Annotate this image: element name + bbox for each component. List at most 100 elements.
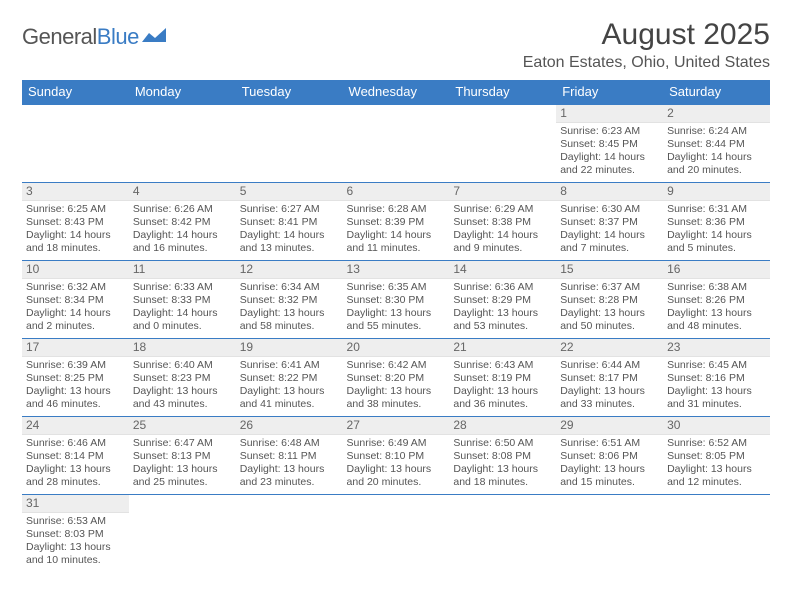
- month-title: August 2025: [523, 18, 770, 52]
- daylight-text: Daylight: 14 hours: [26, 229, 125, 242]
- day-cell: 26Sunrise: 6:48 AMSunset: 8:11 PMDayligh…: [236, 416, 343, 494]
- sunrise-text: Sunrise: 6:41 AM: [240, 359, 339, 372]
- calendar-body: 1Sunrise: 6:23 AMSunset: 8:45 PMDaylight…: [22, 104, 770, 572]
- day-number: 29: [556, 417, 663, 435]
- daylight-text: and 50 minutes.: [560, 320, 659, 333]
- sunrise-text: Sunrise: 6:28 AM: [347, 203, 446, 216]
- daylight-text: Daylight: 13 hours: [560, 463, 659, 476]
- sunrise-text: Sunrise: 6:38 AM: [667, 281, 766, 294]
- sunrise-text: Sunrise: 6:35 AM: [347, 281, 446, 294]
- daylight-text: Daylight: 13 hours: [453, 463, 552, 476]
- daylight-text: Daylight: 13 hours: [240, 307, 339, 320]
- day-number: 12: [236, 261, 343, 279]
- week-row: 24Sunrise: 6:46 AMSunset: 8:14 PMDayligh…: [22, 416, 770, 494]
- sunset-text: Sunset: 8:30 PM: [347, 294, 446, 307]
- sunrise-text: Sunrise: 6:24 AM: [667, 125, 766, 138]
- daylight-text: Daylight: 13 hours: [347, 463, 446, 476]
- daylight-text: and 0 minutes.: [133, 320, 232, 333]
- daylight-text: and 18 minutes.: [453, 476, 552, 489]
- day-number: 9: [663, 183, 770, 201]
- day-cell: 11Sunrise: 6:33 AMSunset: 8:33 PMDayligh…: [129, 260, 236, 338]
- sunset-text: Sunset: 8:45 PM: [560, 138, 659, 151]
- daylight-text: and 2 minutes.: [26, 320, 125, 333]
- sunrise-text: Sunrise: 6:50 AM: [453, 437, 552, 450]
- daylight-text: Daylight: 13 hours: [240, 463, 339, 476]
- day-cell: 12Sunrise: 6:34 AMSunset: 8:32 PMDayligh…: [236, 260, 343, 338]
- day-content: Sunrise: 6:32 AMSunset: 8:34 PMDaylight:…: [22, 279, 129, 338]
- day-content: Sunrise: 6:23 AMSunset: 8:45 PMDaylight:…: [556, 123, 663, 182]
- sunset-text: Sunset: 8:25 PM: [26, 372, 125, 385]
- day-cell: 27Sunrise: 6:49 AMSunset: 8:10 PMDayligh…: [343, 416, 450, 494]
- day-content: Sunrise: 6:39 AMSunset: 8:25 PMDaylight:…: [22, 357, 129, 416]
- daylight-text: Daylight: 13 hours: [347, 307, 446, 320]
- sunset-text: Sunset: 8:36 PM: [667, 216, 766, 229]
- sunset-text: Sunset: 8:38 PM: [453, 216, 552, 229]
- sunrise-text: Sunrise: 6:44 AM: [560, 359, 659, 372]
- day-number: 18: [129, 339, 236, 357]
- daylight-text: and 23 minutes.: [240, 476, 339, 489]
- week-row: 10Sunrise: 6:32 AMSunset: 8:34 PMDayligh…: [22, 260, 770, 338]
- daylight-text: and 53 minutes.: [453, 320, 552, 333]
- calendar-header: Sunday Monday Tuesday Wednesday Thursday…: [22, 80, 770, 104]
- title-block: August 2025 Eaton Estates, Ohio, United …: [523, 18, 770, 72]
- day-cell: 10Sunrise: 6:32 AMSunset: 8:34 PMDayligh…: [22, 260, 129, 338]
- daylight-text: Daylight: 13 hours: [26, 541, 125, 554]
- daylight-text: Daylight: 14 hours: [347, 229, 446, 242]
- day-content: Sunrise: 6:51 AMSunset: 8:06 PMDaylight:…: [556, 435, 663, 494]
- daylight-text: Daylight: 13 hours: [667, 385, 766, 398]
- day-cell: 1Sunrise: 6:23 AMSunset: 8:45 PMDaylight…: [556, 104, 663, 182]
- daylight-text: and 36 minutes.: [453, 398, 552, 411]
- week-row: 1Sunrise: 6:23 AMSunset: 8:45 PMDaylight…: [22, 104, 770, 182]
- daylight-text: Daylight: 13 hours: [240, 385, 339, 398]
- daylight-text: Daylight: 14 hours: [453, 229, 552, 242]
- sunset-text: Sunset: 8:16 PM: [667, 372, 766, 385]
- sunset-text: Sunset: 8:20 PM: [347, 372, 446, 385]
- daylight-text: and 41 minutes.: [240, 398, 339, 411]
- sunrise-text: Sunrise: 6:43 AM: [453, 359, 552, 372]
- day-content: Sunrise: 6:36 AMSunset: 8:29 PMDaylight:…: [449, 279, 556, 338]
- sunrise-text: Sunrise: 6:52 AM: [667, 437, 766, 450]
- sunset-text: Sunset: 8:11 PM: [240, 450, 339, 463]
- sunrise-text: Sunrise: 6:48 AM: [240, 437, 339, 450]
- sunrise-text: Sunrise: 6:29 AM: [453, 203, 552, 216]
- sunset-text: Sunset: 8:43 PM: [26, 216, 125, 229]
- day-number: 17: [22, 339, 129, 357]
- day-number: 4: [129, 183, 236, 201]
- day-number: 1: [556, 105, 663, 123]
- sunset-text: Sunset: 8:10 PM: [347, 450, 446, 463]
- day-content: Sunrise: 6:50 AMSunset: 8:08 PMDaylight:…: [449, 435, 556, 494]
- daylight-text: Daylight: 13 hours: [133, 463, 232, 476]
- day-cell: 31Sunrise: 6:53 AMSunset: 8:03 PMDayligh…: [22, 494, 129, 572]
- location-text: Eaton Estates, Ohio, United States: [523, 54, 770, 72]
- day-number: 30: [663, 417, 770, 435]
- week-row: 31Sunrise: 6:53 AMSunset: 8:03 PMDayligh…: [22, 494, 770, 572]
- sunset-text: Sunset: 8:28 PM: [560, 294, 659, 307]
- day-cell: 15Sunrise: 6:37 AMSunset: 8:28 PMDayligh…: [556, 260, 663, 338]
- day-content: Sunrise: 6:26 AMSunset: 8:42 PMDaylight:…: [129, 201, 236, 260]
- day-cell: 18Sunrise: 6:40 AMSunset: 8:23 PMDayligh…: [129, 338, 236, 416]
- header-row: GeneralBlue August 2025 Eaton Estates, O…: [22, 18, 770, 72]
- sunrise-text: Sunrise: 6:47 AM: [133, 437, 232, 450]
- sunset-text: Sunset: 8:26 PM: [667, 294, 766, 307]
- daylight-text: and 43 minutes.: [133, 398, 232, 411]
- sunrise-text: Sunrise: 6:32 AM: [26, 281, 125, 294]
- sunset-text: Sunset: 8:34 PM: [26, 294, 125, 307]
- day-content: Sunrise: 6:41 AMSunset: 8:22 PMDaylight:…: [236, 357, 343, 416]
- day-number: 19: [236, 339, 343, 357]
- daylight-text: and 20 minutes.: [667, 164, 766, 177]
- day-content: Sunrise: 6:46 AMSunset: 8:14 PMDaylight:…: [22, 435, 129, 494]
- day-content: Sunrise: 6:48 AMSunset: 8:11 PMDaylight:…: [236, 435, 343, 494]
- daylight-text: and 13 minutes.: [240, 242, 339, 255]
- sunrise-text: Sunrise: 6:26 AM: [133, 203, 232, 216]
- day-number: 24: [22, 417, 129, 435]
- col-friday: Friday: [556, 80, 663, 104]
- daylight-text: and 33 minutes.: [560, 398, 659, 411]
- sunset-text: Sunset: 8:13 PM: [133, 450, 232, 463]
- day-number: 7: [449, 183, 556, 201]
- day-content: Sunrise: 6:29 AMSunset: 8:38 PMDaylight:…: [449, 201, 556, 260]
- daylight-text: and 11 minutes.: [347, 242, 446, 255]
- day-cell: 2Sunrise: 6:24 AMSunset: 8:44 PMDaylight…: [663, 104, 770, 182]
- daylight-text: Daylight: 14 hours: [26, 307, 125, 320]
- day-cell: 19Sunrise: 6:41 AMSunset: 8:22 PMDayligh…: [236, 338, 343, 416]
- sunset-text: Sunset: 8:44 PM: [667, 138, 766, 151]
